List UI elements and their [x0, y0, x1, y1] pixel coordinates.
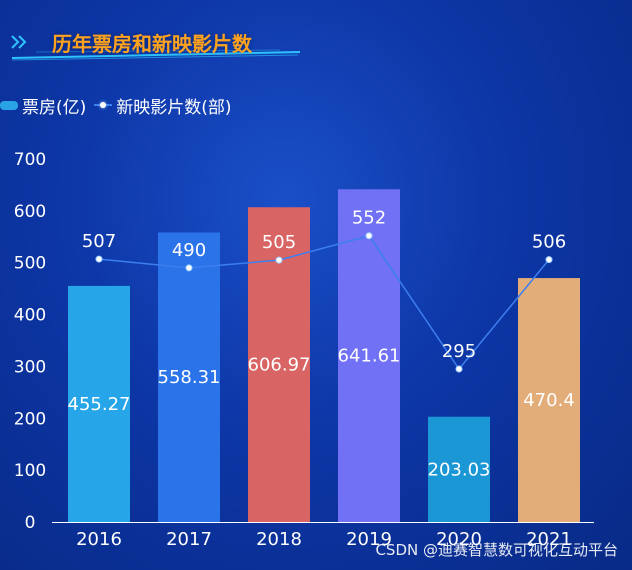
bar [158, 232, 220, 522]
y-tick-label: 100 [14, 461, 46, 481]
y-tick-label: 600 [14, 202, 46, 222]
legend-item-box-office[interactable]: 票房(亿) [0, 93, 86, 118]
y-tick-label: 0 [25, 513, 36, 533]
line-point [455, 365, 463, 373]
line-series [98, 234, 550, 371]
line-value-label: 490 [172, 240, 206, 261]
chart-title-block: 历年票房和新映影片数 [0, 22, 300, 62]
bar-value-label: 606.97 [248, 355, 311, 376]
line-point [275, 256, 283, 264]
line-point [545, 256, 553, 264]
bar-value-label: 455.27 [68, 394, 131, 415]
x-tick-label: 2018 [256, 529, 302, 550]
bar-value-label: 558.31 [158, 367, 221, 388]
watermark-text: CSDN @迪赛智慧数可视化互动平台 [375, 541, 618, 559]
x-tick-label: 2021 [526, 529, 572, 550]
line-point [185, 264, 193, 272]
line-point [365, 232, 373, 240]
bar [518, 278, 580, 522]
y-tick-label: 500 [14, 254, 46, 274]
legend-bar-swatch-icon [0, 100, 18, 110]
x-tick-label: 2016 [76, 529, 122, 550]
line-point [95, 255, 103, 263]
y-tick-label: 400 [14, 306, 46, 326]
y-tick-label: 300 [14, 357, 46, 377]
bar-value-label: 641.61 [338, 346, 401, 367]
x-tick-label: 2019 [346, 529, 392, 550]
x-tick-label: 2020 [436, 529, 482, 550]
legend-label-new-films: 新映影片数(部) [116, 97, 232, 118]
chart-legend: 票房(亿) 新映影片数(部) [0, 93, 242, 118]
bar [338, 189, 400, 522]
bar-value-label: 470.4 [523, 390, 575, 411]
line-value-label: 505 [262, 232, 296, 253]
bar [428, 416, 490, 522]
bar [68, 285, 130, 522]
legend-line-marker-icon [94, 98, 113, 112]
line-value-label: 295 [442, 341, 476, 362]
legend-label-box-office: 票房(亿) [22, 97, 87, 118]
chart-title: 历年票房和新映影片数 [52, 32, 252, 56]
line-value-label: 507 [82, 231, 116, 252]
y-tick-label: 700 [14, 150, 46, 170]
title-decoration-icon [11, 35, 300, 61]
x-tick-label: 2017 [166, 529, 212, 550]
y-tick-label: 200 [14, 409, 46, 429]
line-value-label: 506 [532, 232, 566, 253]
legend-item-new-films[interactable]: 新映影片数(部) [94, 93, 232, 118]
bar-value-label: 203.03 [428, 459, 491, 480]
line-value-label: 552 [352, 208, 386, 229]
